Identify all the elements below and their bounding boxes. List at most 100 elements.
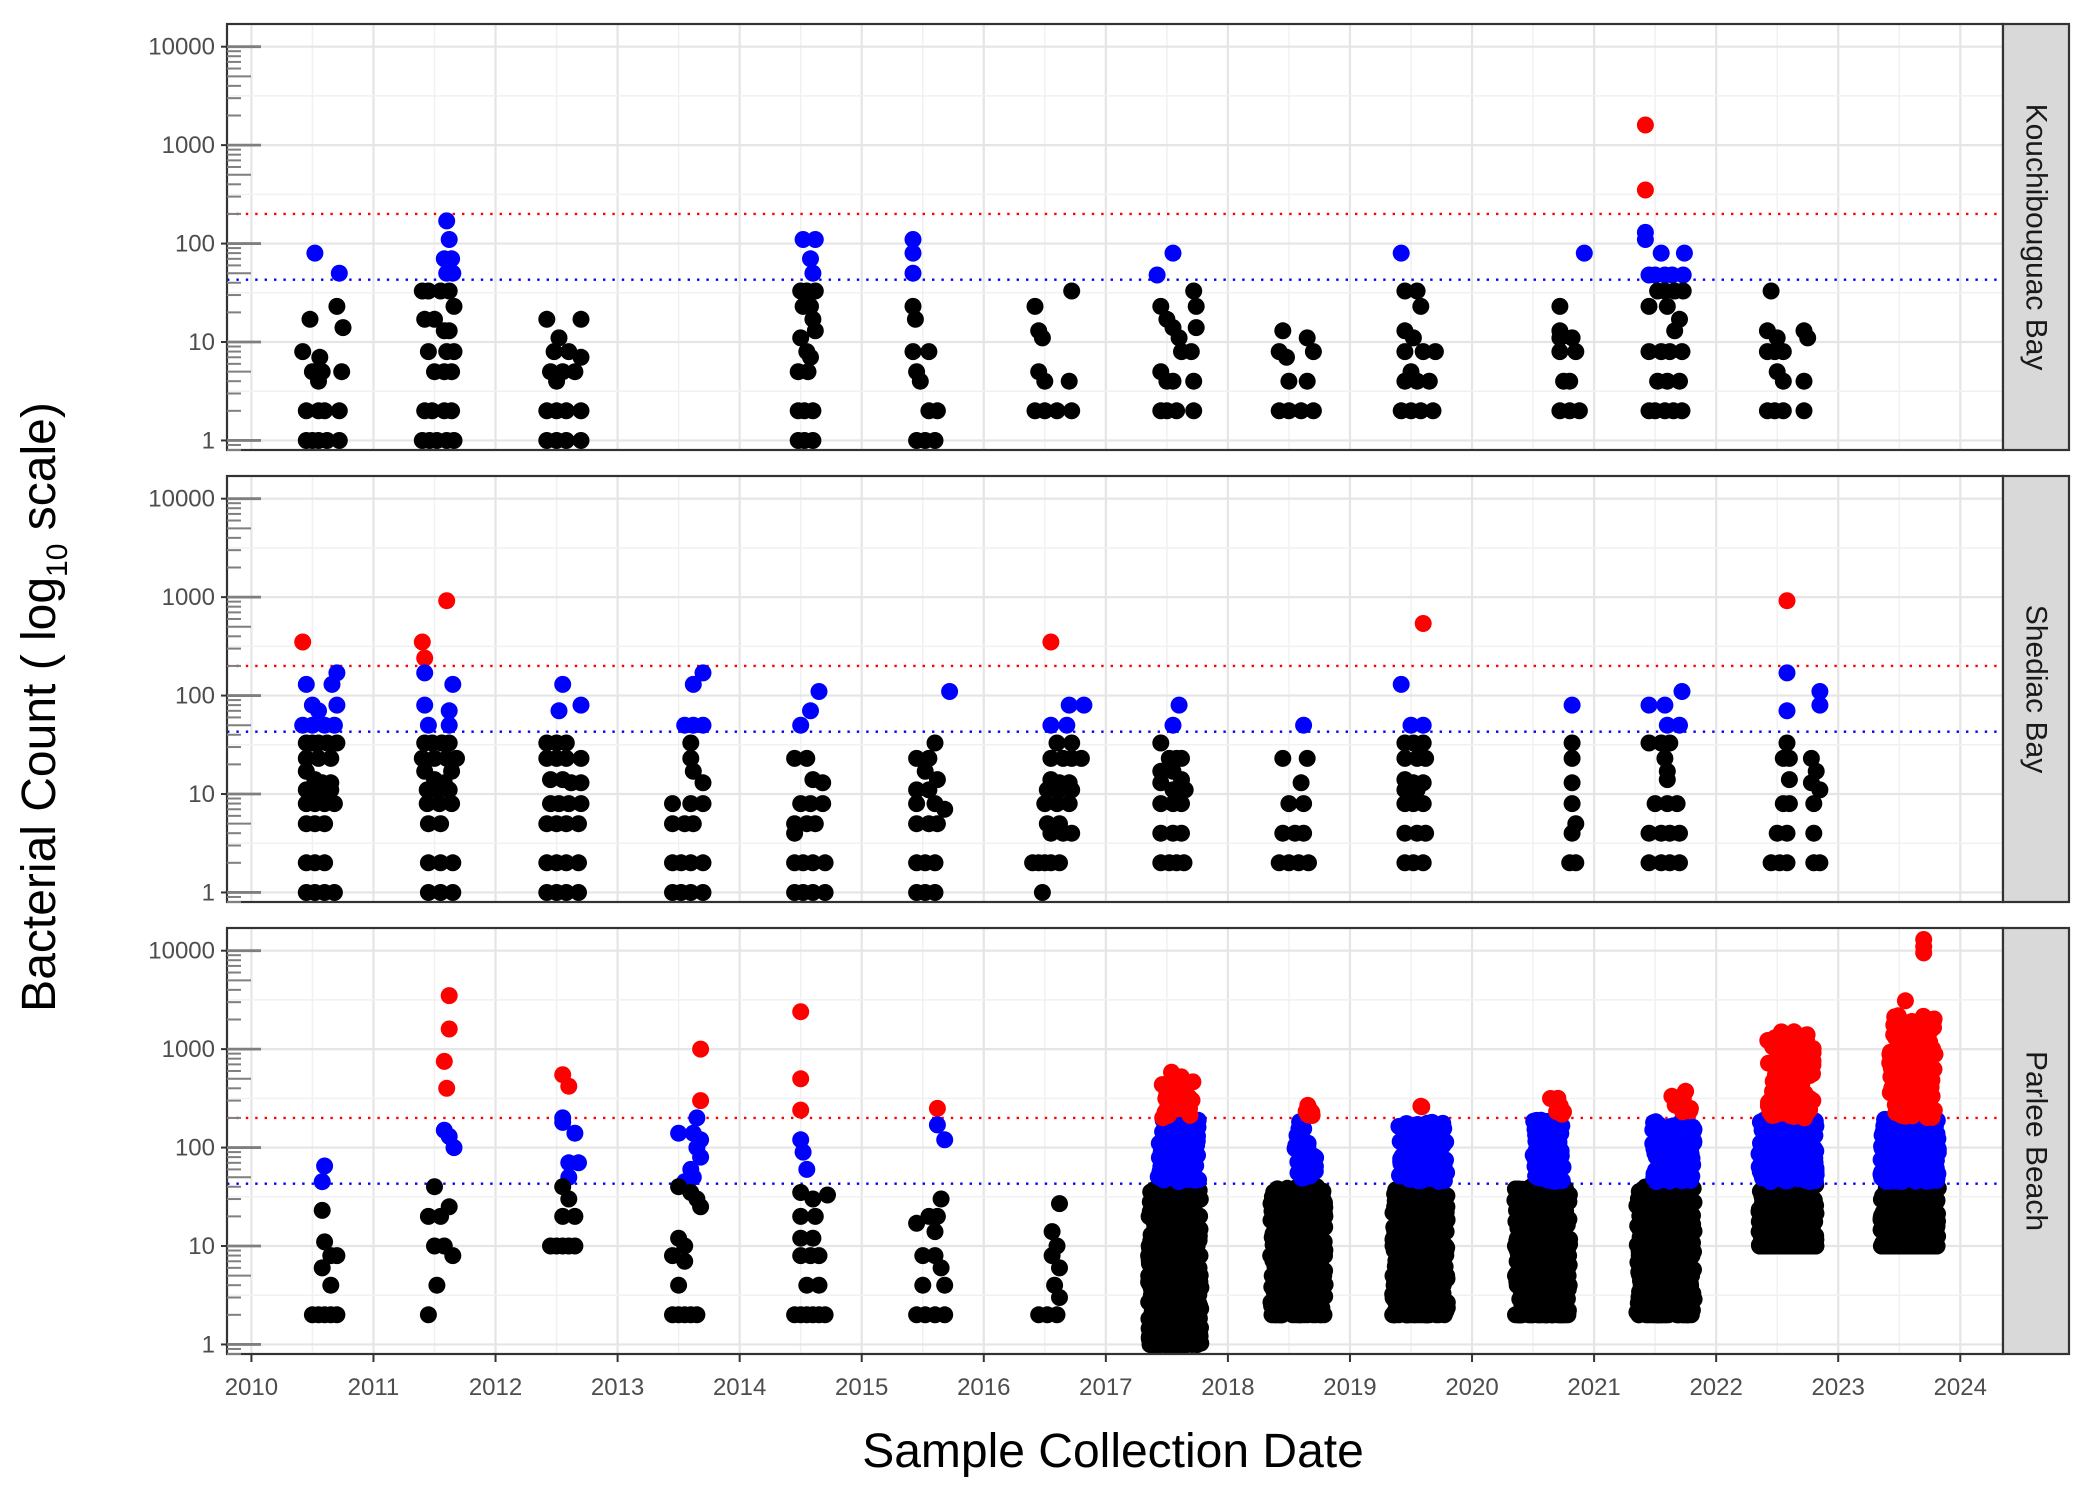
data-point <box>418 795 436 813</box>
data-point <box>1673 402 1691 420</box>
data-point <box>1164 781 1182 799</box>
panel-background <box>227 928 2003 1354</box>
data-point <box>297 402 315 420</box>
facet-strip-label: Shediac Bay <box>2020 605 2053 773</box>
data-point <box>330 264 348 282</box>
data-point <box>1274 749 1292 767</box>
data-point <box>1764 1082 1781 1100</box>
data-point <box>294 343 312 361</box>
data-point <box>816 884 834 901</box>
data-point <box>664 795 681 813</box>
data-point <box>682 749 700 767</box>
data-point <box>792 1101 810 1119</box>
data-point <box>438 212 456 230</box>
data-point <box>792 1229 810 1247</box>
data-point <box>1152 297 1170 315</box>
data-point <box>1278 348 1295 366</box>
data-point <box>440 322 458 340</box>
data-point <box>1763 1237 1781 1255</box>
data-point <box>1295 716 1313 734</box>
data-point <box>572 310 590 328</box>
data-point <box>1063 781 1081 799</box>
data-point <box>313 1173 331 1191</box>
data-point <box>1781 1222 1799 1239</box>
data-point <box>416 649 434 667</box>
data-point <box>1290 1303 1308 1320</box>
data-point <box>926 1223 944 1241</box>
data-point <box>557 749 575 767</box>
data-point <box>1072 749 1090 767</box>
data-point <box>1051 1259 1068 1277</box>
data-point <box>419 343 437 361</box>
data-point <box>1640 854 1658 872</box>
data-point <box>572 402 590 420</box>
data-point <box>557 432 575 449</box>
data-point <box>1392 675 1410 693</box>
data-point <box>1685 1121 1703 1138</box>
data-point <box>1173 795 1190 813</box>
data-point <box>928 1207 946 1225</box>
data-point <box>908 1214 926 1232</box>
data-point <box>792 1207 810 1225</box>
data-point <box>684 815 702 833</box>
data-point <box>330 402 348 420</box>
data-point <box>694 774 712 792</box>
data-point <box>688 1306 706 1324</box>
data-point <box>1549 1089 1567 1107</box>
data-point <box>1755 1147 1773 1165</box>
data-point <box>1280 1237 1298 1255</box>
data-point <box>1294 1143 1311 1160</box>
data-point <box>426 1178 443 1196</box>
data-point <box>1396 749 1414 767</box>
data-point <box>1058 716 1076 734</box>
data-point <box>1671 716 1688 734</box>
data-point <box>1542 1188 1560 1205</box>
data-point <box>1414 795 1432 813</box>
data-point <box>692 1148 710 1166</box>
data-point <box>802 702 819 720</box>
data-point <box>1434 1284 1452 1302</box>
data-point <box>570 854 587 872</box>
data-point <box>936 1276 954 1294</box>
data-point <box>1150 1149 1168 1167</box>
data-point <box>1187 319 1205 337</box>
data-point <box>908 781 926 799</box>
data-point <box>1393 1220 1411 1237</box>
y-tick-label: 100 <box>175 683 215 710</box>
data-point <box>297 781 315 799</box>
data-point <box>1418 1163 1436 1181</box>
data-point <box>1567 343 1585 361</box>
data-point <box>430 795 448 813</box>
data-point <box>1043 1247 1061 1265</box>
data-point <box>1148 266 1166 284</box>
data-point <box>1658 372 1676 390</box>
data-point <box>928 815 946 833</box>
data-point <box>1796 1109 1813 1127</box>
data-point <box>1646 795 1664 813</box>
data-point <box>1666 322 1684 340</box>
data-point <box>1060 795 1078 813</box>
data-point <box>445 343 463 361</box>
data-point <box>926 734 944 752</box>
data-point <box>676 1252 694 1270</box>
data-point <box>1417 824 1435 842</box>
data-point <box>1396 781 1414 799</box>
data-point <box>313 1259 331 1277</box>
data-point <box>936 1131 954 1149</box>
data-point <box>1075 696 1093 714</box>
data-point <box>694 795 712 813</box>
data-point <box>1165 1150 1182 1168</box>
data-point <box>1409 1216 1427 1234</box>
data-point <box>1042 716 1060 734</box>
y-tick-label: 1000 <box>162 132 215 159</box>
data-point <box>1171 1078 1189 1096</box>
data-point <box>1280 795 1298 813</box>
facet-points <box>294 116 1817 449</box>
data-point <box>1184 1073 1202 1091</box>
data-point <box>1192 1300 1210 1318</box>
data-point <box>670 1124 688 1142</box>
data-point <box>1186 1171 1204 1189</box>
data-point <box>798 1276 816 1294</box>
data-point <box>444 675 462 693</box>
data-point <box>303 716 321 734</box>
